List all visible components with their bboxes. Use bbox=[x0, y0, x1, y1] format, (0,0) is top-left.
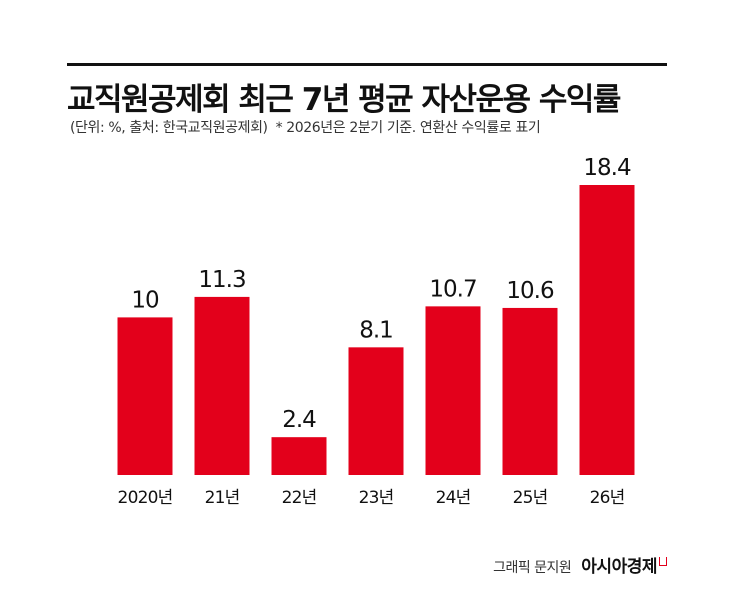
value-label-1: 10 bbox=[131, 287, 159, 313]
category-label-4: 23년 bbox=[359, 488, 394, 508]
credit-line: 그래픽 문지원 아시아경제 bbox=[493, 552, 667, 577]
category-label-6: 25년 bbox=[513, 488, 548, 508]
category-label-7: 26년 bbox=[590, 488, 625, 508]
category-label-2: 21년 bbox=[205, 488, 240, 508]
bar-7 bbox=[579, 185, 635, 475]
bar-5 bbox=[425, 306, 481, 475]
category-label-1: 2020년 bbox=[118, 488, 173, 508]
unit-source-text: (단위: %, 출처: 한국교직원공제회) bbox=[70, 120, 268, 136]
category-label-5: 24년 bbox=[436, 488, 471, 508]
value-label-6: 10.6 bbox=[506, 278, 554, 304]
value-label-2: 11.3 bbox=[198, 267, 245, 293]
chart-title: 교직원공제회 최근 7년 평균 자산운용 수익률 bbox=[67, 82, 621, 118]
graphic-credit: 그래픽 문지원 bbox=[493, 560, 572, 576]
logo-mark-icon bbox=[659, 557, 667, 566]
value-label-7: 18.4 bbox=[583, 155, 631, 181]
publisher-logo: 아시아경제 bbox=[581, 552, 667, 577]
top-rule bbox=[67, 63, 667, 66]
bar-1 bbox=[117, 317, 173, 475]
publisher-logo-text: 아시아경제 bbox=[581, 557, 657, 577]
chart-subtitle: (단위: %, 출처: 한국교직원공제회) * 2026년은 2분기 기준. 연환… bbox=[70, 117, 541, 137]
bar-2 bbox=[194, 296, 250, 475]
footnote-text: * 2026년은 2분기 기준. 연환산 수익률로 표기 bbox=[275, 120, 541, 136]
value-label-4: 8.1 bbox=[359, 317, 393, 343]
category-label-3: 22년 bbox=[282, 488, 317, 508]
bar-6 bbox=[502, 307, 558, 475]
value-label-5: 10.7 bbox=[429, 276, 476, 302]
bar-4 bbox=[348, 347, 404, 475]
bar-3 bbox=[271, 437, 327, 475]
value-label-3: 2.4 bbox=[282, 407, 316, 433]
